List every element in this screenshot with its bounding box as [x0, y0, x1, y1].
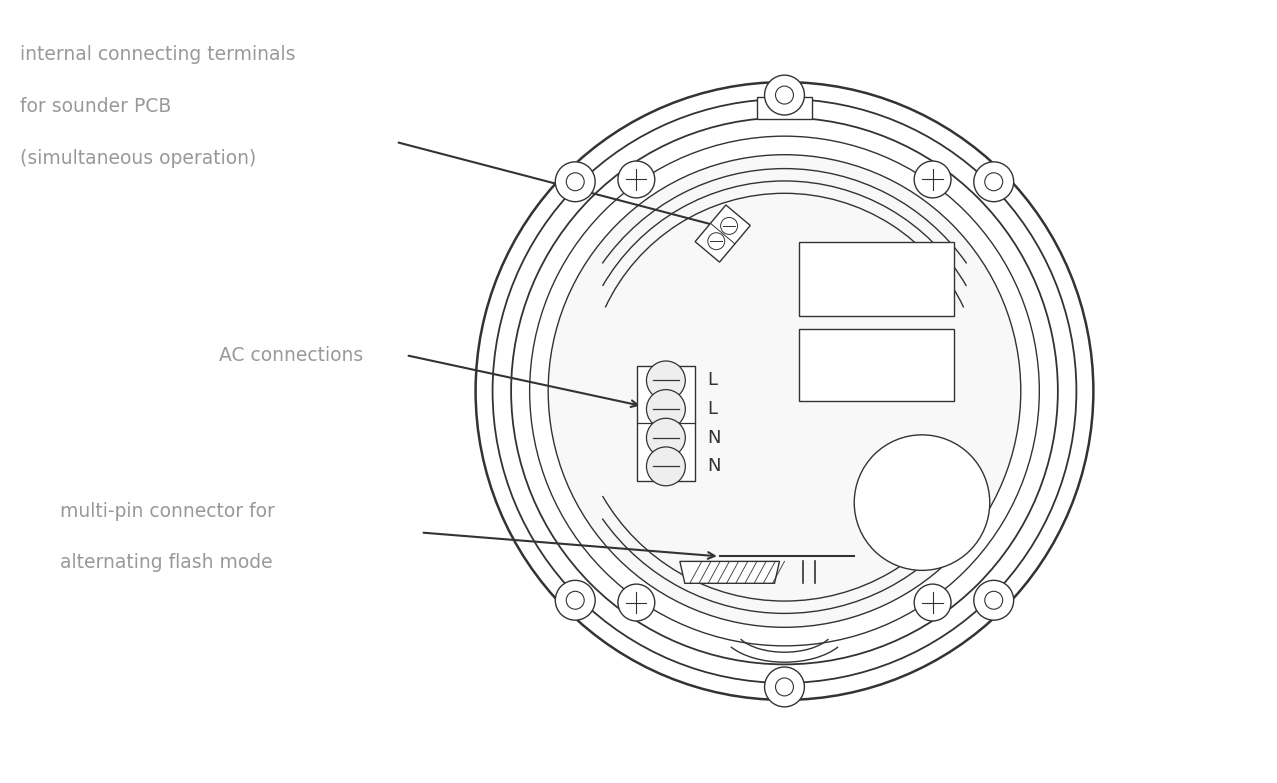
Circle shape [646, 418, 686, 457]
Circle shape [555, 162, 595, 202]
Text: L: L [706, 371, 716, 389]
Circle shape [765, 75, 805, 115]
Circle shape [775, 86, 793, 104]
Bar [799, 329, 954, 401]
Circle shape [974, 580, 1014, 620]
Circle shape [707, 233, 725, 250]
Circle shape [566, 591, 584, 609]
Circle shape [775, 678, 793, 696]
Circle shape [985, 591, 1002, 609]
Circle shape [475, 82, 1093, 700]
Circle shape [914, 584, 951, 621]
Circle shape [618, 161, 655, 198]
Text: internal connecting terminals: internal connecting terminals [20, 45, 296, 64]
Circle shape [720, 218, 738, 234]
Text: N: N [706, 429, 720, 447]
Circle shape [618, 584, 655, 621]
Polygon shape [679, 561, 779, 583]
Circle shape [646, 447, 686, 485]
Circle shape [974, 162, 1014, 202]
Bar [757, 97, 812, 119]
Bar [799, 241, 954, 316]
Text: alternating flash mode: alternating flash mode [60, 554, 273, 572]
Circle shape [646, 390, 686, 428]
Circle shape [548, 155, 1020, 627]
Circle shape [765, 667, 805, 707]
Bar [637, 366, 695, 481]
Text: N: N [706, 457, 720, 475]
Circle shape [566, 173, 584, 191]
Circle shape [646, 361, 686, 400]
Polygon shape [695, 205, 751, 262]
Text: L: L [706, 400, 716, 418]
Text: AC connections: AC connections [220, 345, 364, 365]
Text: multi-pin connector for: multi-pin connector for [60, 502, 275, 521]
Circle shape [555, 580, 595, 620]
Text: (simultaneous operation): (simultaneous operation) [20, 149, 257, 168]
Circle shape [854, 435, 990, 570]
Circle shape [914, 161, 951, 198]
Text: for sounder PCB: for sounder PCB [20, 97, 171, 116]
Circle shape [985, 173, 1002, 191]
